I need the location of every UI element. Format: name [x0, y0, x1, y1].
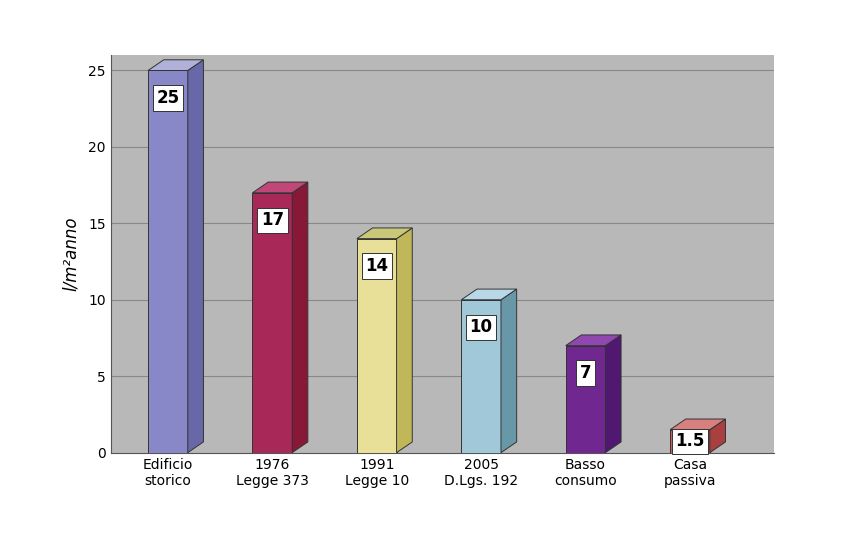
- Polygon shape: [292, 182, 308, 453]
- Bar: [148, 71, 188, 453]
- Bar: [252, 193, 292, 453]
- Polygon shape: [566, 335, 621, 346]
- Polygon shape: [710, 419, 725, 453]
- Polygon shape: [670, 419, 725, 429]
- Polygon shape: [462, 289, 517, 300]
- Polygon shape: [605, 335, 621, 453]
- Polygon shape: [148, 60, 203, 71]
- Polygon shape: [501, 289, 517, 453]
- Bar: [357, 238, 397, 453]
- Polygon shape: [188, 60, 203, 453]
- Polygon shape: [397, 228, 412, 453]
- Polygon shape: [357, 228, 412, 238]
- Text: 10: 10: [470, 319, 493, 336]
- Text: 7: 7: [580, 364, 592, 382]
- Text: 1.5: 1.5: [675, 432, 705, 450]
- Polygon shape: [252, 182, 308, 193]
- Text: 25: 25: [156, 89, 179, 107]
- Bar: [670, 429, 710, 453]
- Text: 17: 17: [261, 211, 284, 229]
- Text: 14: 14: [366, 257, 388, 275]
- Bar: [462, 300, 501, 453]
- Bar: [566, 346, 605, 453]
- Y-axis label: l/m²anno: l/m²anno: [62, 217, 80, 291]
